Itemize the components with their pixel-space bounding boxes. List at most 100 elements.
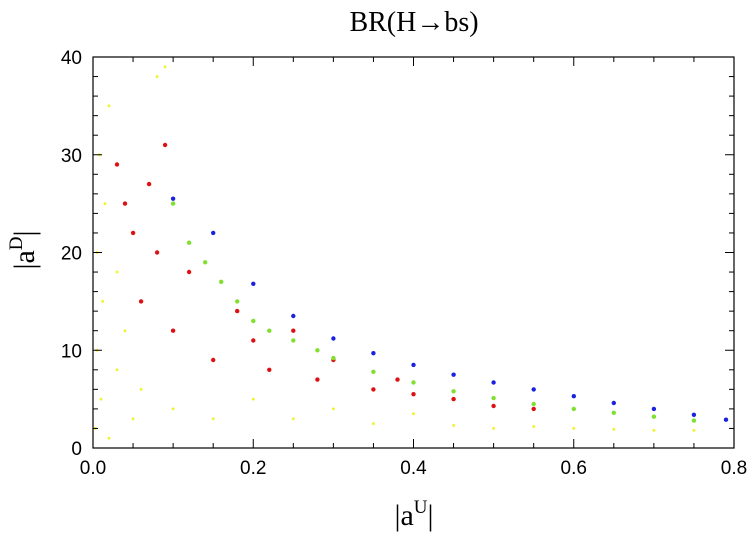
scatter-point-2-18 <box>691 418 697 423</box>
scatter-point-1-16 <box>371 387 376 392</box>
scatter-point-2-16 <box>611 410 616 415</box>
scatter-point-1-1 <box>122 201 128 206</box>
scatter-point-2-10 <box>371 369 376 374</box>
scatter-point-0-16 <box>171 407 175 411</box>
scatter-point-0-11 <box>123 329 127 333</box>
scatter-point-2-0 <box>170 201 176 206</box>
scatter-point-1-14 <box>315 377 320 382</box>
scatter-point-0-28 <box>652 428 656 432</box>
scatter-point-2-4 <box>235 299 240 304</box>
scatter-point-0-24 <box>492 426 496 430</box>
scatter-point-3-5 <box>371 351 376 356</box>
scatter-point-0-26 <box>572 426 576 430</box>
scatter-point-2-6 <box>267 328 272 333</box>
scatter-point-0-29 <box>692 428 696 432</box>
data-points <box>93 65 729 440</box>
x-axis-label-base: |a <box>394 499 413 532</box>
scatter-point-0-17 <box>211 417 215 421</box>
scatter-point-1-20 <box>491 403 496 409</box>
scatter-point-1-19 <box>451 396 456 402</box>
x-axis-label-sup: U <box>414 497 428 518</box>
y-axis-label: |aD| <box>6 230 41 269</box>
scatter-point-1-10 <box>235 308 240 314</box>
scatter-point-3-0 <box>170 196 176 201</box>
scatter-point-3-14 <box>723 417 729 422</box>
scatter-point-3-4 <box>331 336 336 341</box>
scatter-point-0-21 <box>371 422 375 426</box>
scatter-point-0-25 <box>532 425 536 428</box>
scatter-point-3-10 <box>571 394 576 399</box>
scatter-point-2-1 <box>186 240 192 245</box>
scatter-point-1-17 <box>395 377 400 382</box>
scatter-point-3-9 <box>531 387 536 392</box>
scatter-point-0-22 <box>412 412 415 416</box>
scatter-point-1-4 <box>146 181 152 187</box>
scatter-point-0-13 <box>139 387 143 391</box>
scatter-point-0-9 <box>115 368 119 372</box>
scatter-point-0-7 <box>107 104 111 108</box>
y-tick-label: 30 <box>61 146 82 167</box>
scatter-point-2-3 <box>219 279 224 284</box>
scatter-point-3-1 <box>211 230 216 236</box>
x-axis-label-tail: | <box>428 499 434 532</box>
plot-frame <box>92 56 735 449</box>
scatter-point-3-12 <box>651 406 657 412</box>
scatter-point-1-11 <box>251 338 256 343</box>
x-tick-label: 0.0 <box>80 458 106 479</box>
scatter-point-1-6 <box>162 142 168 148</box>
scatter-point-2-12 <box>451 389 456 394</box>
x-tick-label: 0.2 <box>240 458 266 479</box>
scatter-point-0-10 <box>115 270 119 274</box>
scatter-point-0-20 <box>331 407 335 411</box>
scatter-point-0-8 <box>107 436 111 440</box>
scatter-point-0-5 <box>101 299 105 303</box>
scatter-point-1-9 <box>211 357 216 363</box>
scatter-point-0-14 <box>155 75 159 79</box>
scatter-point-0-15 <box>163 65 167 69</box>
scatter-point-1-18 <box>411 392 416 397</box>
scatter-point-0-18 <box>251 397 255 401</box>
scatter-point-1-21 <box>531 406 536 412</box>
scatter-point-1-12 <box>267 367 272 372</box>
scatter-point-2-11 <box>411 380 416 385</box>
scatter-point-2-8 <box>315 348 320 353</box>
y-axis-label-tail: | <box>8 230 41 236</box>
scatter-point-0-27 <box>612 427 616 431</box>
scatter-point-2-9 <box>331 355 336 361</box>
scatter-point-0-19 <box>291 417 295 421</box>
scatter-point-2-7 <box>291 338 296 343</box>
scatter-point-3-13 <box>691 412 697 417</box>
scatter-point-2-15 <box>571 406 576 412</box>
scatter-point-2-5 <box>251 318 256 324</box>
x-tick-label: 0.4 <box>400 458 427 479</box>
scatter-point-0-4 <box>99 397 103 401</box>
scatter-point-3-8 <box>491 380 496 385</box>
scatter-point-1-7 <box>170 328 176 333</box>
y-axis-label-base: |a <box>8 250 41 269</box>
scatter-point-3-7 <box>451 372 456 377</box>
scatter-point-3-3 <box>291 313 296 319</box>
chart-title: BR(H→bs) <box>349 7 478 38</box>
scatter-point-1-13 <box>291 328 296 333</box>
y-tick-label: 20 <box>61 244 82 265</box>
scatter-point-3-11 <box>611 400 616 406</box>
scatter-point-1-8 <box>186 269 192 275</box>
scatter-point-1-2 <box>130 230 136 236</box>
y-tick-label: 40 <box>61 48 82 69</box>
x-axis-label: |aU| <box>394 497 433 532</box>
scatter-point-2-13 <box>491 395 496 401</box>
scatter-point-0-6 <box>103 202 107 206</box>
scatter-point-1-5 <box>154 250 160 255</box>
x-tick-label: 0.6 <box>561 458 587 479</box>
scatter-point-3-6 <box>411 362 416 368</box>
axis-ticks: 0.0 0.2 0.4 0.6 0.8 0 10 20 30 40 <box>61 48 747 479</box>
scatter-point-1-3 <box>138 299 144 304</box>
scatter-point-1-0 <box>114 162 120 167</box>
scatter-point-2-14 <box>531 401 536 407</box>
x-tick-label: 0.8 <box>721 458 747 479</box>
scatter-point-2-2 <box>203 260 208 265</box>
y-tick-label: 10 <box>61 341 82 362</box>
y-axis-label-sup: D <box>6 236 27 250</box>
scatter-point-2-17 <box>651 414 657 419</box>
